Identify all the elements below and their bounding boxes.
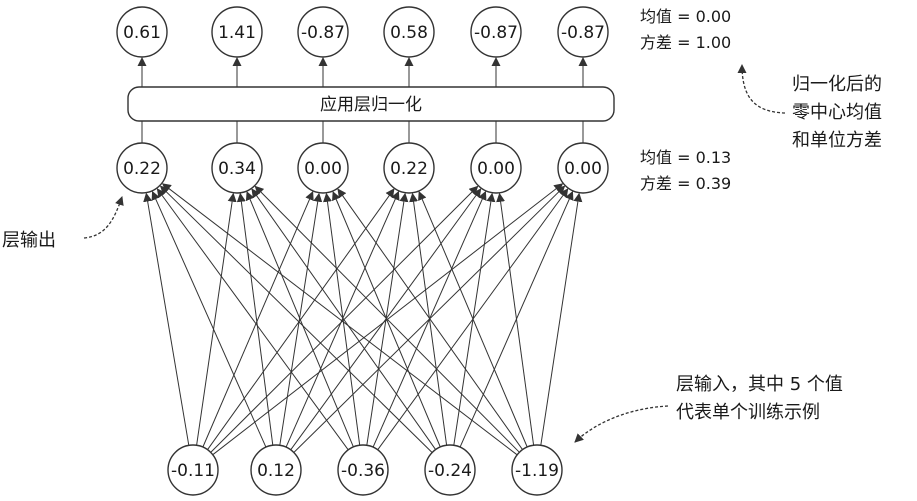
input-node-0-value: -0.11 [171,461,215,481]
input-node-2: -0.36 [337,444,389,496]
output-node-1-value: 1.41 [218,23,256,43]
hidden-node-3: 0.22 [383,142,435,194]
output-mean: 均值 = 0.00 [640,7,731,26]
hidden-node-2: 0.00 [297,142,349,194]
output-node-2-circle [297,6,349,58]
output-node-3-value: 0.58 [390,23,428,43]
edge-input-4-to-hidden-3 [418,190,528,448]
output-node-0-circle [116,6,168,58]
output-node-4-value: -0.87 [474,23,518,43]
edge-input-4-to-hidden-2 [337,188,523,450]
output-node-4-circle [470,6,522,58]
layer-output-pointer-arrow [83,196,124,239]
hidden-mean: 均值 = 0.13 [640,148,731,167]
normalized-note-line-2: 零中心均值 [792,102,882,123]
output-node-3: 0.58 [383,6,435,58]
hidden-node-3-value: 0.22 [390,159,428,179]
edge-input-4-to-hidden-5 [540,192,583,446]
edge-input-4-to-hidden-1 [254,185,520,453]
edge-input-1-to-hidden-0 [151,190,267,448]
normalized-note-line-3: 和单位方差 [792,130,882,151]
input-node-1: 0.12 [250,444,302,496]
input-node-1-circle [250,444,302,496]
edge-input-0-to-hidden-1 [196,192,237,446]
hidden-node-5-value: 0.00 [564,159,602,179]
hidden-variance: 方差 = 0.39 [640,174,731,193]
node-layers: 0.61 1.41 -0.87 0.58 -0.87 -0.87 0.22 0.34 0.00 0… [116,6,609,496]
edge-input-2-to-hidden-3 [366,192,409,446]
output-variance: 方差 = 1.00 [640,33,731,52]
hidden-node-4-circle [470,142,522,194]
output-node-1: 1.41 [211,6,263,58]
output-node-5-circle [557,6,609,58]
input-node-2-circle [337,444,389,496]
vertical-arrows [137,57,588,143]
output-node-2-value: -0.87 [301,23,345,43]
input-node-1-value: 0.12 [257,461,295,481]
layer-norm-box [127,86,615,122]
edge-input-3-to-hidden-3 [409,192,448,446]
edge-input-0-to-hidden-0 [143,192,190,446]
output-node-1-circle [211,6,263,58]
layer-input-pointer-arrow [574,405,669,443]
hidden-node-3-circle [383,142,435,194]
layer-input-note-line-2: 代表单个训练示例 [676,402,820,423]
edge-input-1-to-hidden-2 [279,192,323,446]
input-node-2-value: -0.36 [341,461,385,481]
output-node-0: 0.61 [116,6,168,58]
output-node-3-circle [383,6,435,58]
hidden-node-4-value: 0.00 [477,159,515,179]
hidden-node-0-circle [116,142,168,194]
hidden-node-4: 0.00 [470,142,522,194]
edge-input-2-to-hidden-0 [156,188,349,451]
hidden-node-0-value: 0.22 [123,159,161,179]
edge-input-3-to-hidden-1 [251,188,437,450]
hidden-node-5-circle [557,142,609,194]
input-node-3-circle [424,444,476,496]
output-node-2: -0.87 [297,6,349,58]
input-node-4-circle [511,444,563,496]
layer-norm-label: 应用层归一化 [320,95,422,115]
edge-input-2-to-hidden-2 [322,192,361,446]
edge-input-4-to-hidden-4 [496,192,535,446]
edge-input-1-to-hidden-3 [285,190,400,448]
hidden-node-1-value: 0.34 [218,159,256,179]
output-node-5: -0.87 [557,6,609,58]
edge-input-0-to-hidden-2 [202,190,314,448]
edge-input-2-to-hidden-1 [245,191,354,448]
edge-input-3-to-hidden-2 [332,191,441,448]
layer-output-note: 层输出 [2,230,56,251]
input-node-0-circle [167,444,219,496]
connection-edges [143,183,583,456]
edge-input-4-to-hidden-0 [161,183,518,456]
output-node-0-value: 0.61 [123,23,161,43]
input-node-4: -1.19 [511,444,563,496]
hidden-node-1: 0.34 [211,142,263,194]
hidden-node-0: 0.22 [116,142,168,194]
edge-input-1-to-hidden-1 [236,192,274,446]
input-node-4-value: -1.19 [515,461,559,481]
input-node-3-value: -0.24 [428,461,472,481]
input-node-0: -0.11 [167,444,219,496]
hidden-node-2-circle [297,142,349,194]
output-node-5-value: -0.87 [561,23,605,43]
hidden-node-2-value: 0.00 [304,159,342,179]
edge-input-3-to-hidden-0 [159,185,433,453]
hidden-node-1-circle [211,142,263,194]
hidden-node-5: 0.00 [557,142,609,194]
normalized-pointer-arrow [737,64,786,114]
output-node-4: -0.87 [470,6,522,58]
normalized-note-line-1: 归一化后的 [792,74,882,95]
layer-input-note-line-1: 层输入，其中 5 个值 [676,374,843,395]
input-node-3: -0.24 [424,444,476,496]
